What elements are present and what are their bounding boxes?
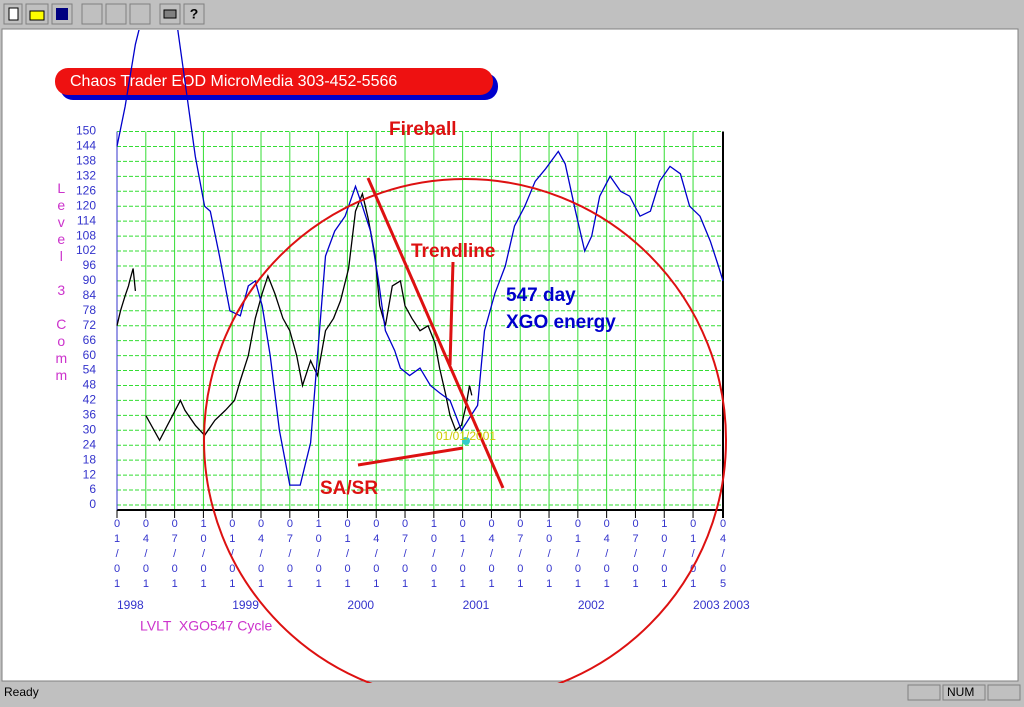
num-indicator: NUM <box>947 685 974 699</box>
chart-area <box>1 28 1019 682</box>
status-text: Ready <box>4 685 39 699</box>
x-tick-label: 04/01 <box>601 518 613 593</box>
x-tick-label: 04/01 <box>255 518 267 593</box>
series-line <box>145 191 473 442</box>
y-tick-label: 108 <box>76 228 96 242</box>
cut-button[interactable] <box>81 3 103 25</box>
y-tick-label: 114 <box>77 213 96 227</box>
year-label: 2003 <box>723 598 750 612</box>
y-tick-label: 36 <box>83 408 97 422</box>
banner-text: Chaos Trader EOD MicroMedia 303-452-5566 <box>70 73 397 90</box>
x-tick-label: 01/01 <box>342 518 354 593</box>
pivot-dot <box>462 437 470 445</box>
y-tick-label: 18 <box>83 452 97 466</box>
x-tick-label: 10/01 <box>543 518 555 593</box>
y-tick-label: 54 <box>83 363 97 377</box>
x-tick-label: 10/01 <box>198 518 210 593</box>
y-tick-label: 42 <box>83 393 97 407</box>
y-tick-label: 90 <box>83 273 97 287</box>
caption: LVLT XGO547 Cycle <box>140 618 272 634</box>
trend-line <box>366 177 505 489</box>
status-panel <box>907 684 941 701</box>
year-label: 1998 <box>117 598 144 612</box>
status-bar: Ready NUM <box>0 683 1024 702</box>
y-tick-label: 96 <box>83 258 97 272</box>
print-icon <box>163 9 177 19</box>
status-panel <box>942 684 986 701</box>
x-tick-label: 01/01 <box>687 518 699 593</box>
x-tick-label: 07/01 <box>169 518 181 593</box>
y-tick-label: 120 <box>76 198 96 212</box>
y-tick-label: 150 <box>76 124 96 138</box>
x-tick-label: 04/01 <box>140 518 152 593</box>
year-label: 2003 <box>693 598 720 612</box>
y-tick-label: 12 <box>83 467 97 481</box>
y-tick-label: 66 <box>83 333 97 347</box>
x-tick-label: 01/01 <box>111 518 123 593</box>
x-tick-label: 10/01 <box>428 518 440 593</box>
help-icon: ? <box>190 6 199 22</box>
y-tick-label: 132 <box>76 168 96 182</box>
status-panel <box>987 684 1021 701</box>
paste-button[interactable] <box>129 3 151 25</box>
copy-button[interactable] <box>105 3 127 25</box>
x-tick-label: 10/01 <box>313 518 325 593</box>
toolbar: ? <box>3 3 205 25</box>
year-label: 2000 <box>347 598 374 612</box>
save-icon <box>56 8 68 20</box>
year-label: 2002 <box>578 598 605 612</box>
x-tick-label: 04/05 <box>717 518 729 593</box>
banner: Chaos Trader EOD MicroMedia 303-452-5566 <box>55 68 498 100</box>
x-tick-label: 10/01 <box>658 518 670 593</box>
banner-pill <box>55 68 493 95</box>
status-bg <box>0 683 1024 702</box>
x-tick-label: 07/01 <box>630 518 642 593</box>
y-tick-label: 144 <box>76 139 96 153</box>
x-tick-label: 07/01 <box>399 518 411 593</box>
series-line <box>116 268 137 326</box>
date-label: 01/01/2001 <box>436 429 496 443</box>
year-label: 1999 <box>232 598 259 612</box>
open-icon <box>29 10 45 21</box>
help-button[interactable] <box>183 3 205 25</box>
y-tick-label: 126 <box>76 183 96 197</box>
energy-label: 547 day <box>506 285 576 306</box>
trendline-label: Trendline <box>411 241 495 262</box>
fireball-label: Fireball <box>389 119 457 140</box>
y-tick-label: 60 <box>83 348 97 362</box>
x-tick-label: 04/01 <box>370 518 382 593</box>
y-tick-label: 6 <box>89 482 96 496</box>
annotations: Fireball Trendline 547 day XGO energy SA… <box>53 119 727 702</box>
x-tick-label: 04/01 <box>486 518 498 593</box>
new-icon <box>8 7 19 21</box>
year-label: 2001 <box>463 598 490 612</box>
plot: 0612182430364248546066727884909610210811… <box>76 30 750 612</box>
sasr-label: SA/SR <box>320 478 378 499</box>
y-axis-label: Level 3 Comm <box>53 180 69 384</box>
y-tick-label: 138 <box>76 154 96 168</box>
y-tick-label: 78 <box>83 303 97 317</box>
x-tick-label: 01/01 <box>226 518 238 593</box>
y-tick-label: 72 <box>83 318 97 332</box>
y-tick-label: 0 <box>89 497 96 511</box>
x-tick-label: 01/01 <box>457 518 469 593</box>
y-tick-label: 84 <box>83 288 97 302</box>
sasr-line <box>357 446 464 467</box>
x-tick-label: 07/01 <box>514 518 526 593</box>
x-tick-label: 01/01 <box>572 518 584 593</box>
energy-label: XGO energy <box>506 312 616 333</box>
y-tick-label: 102 <box>76 243 96 257</box>
y-tick-label: 48 <box>83 378 97 392</box>
y-tick-label: 24 <box>83 437 97 451</box>
trend-pointer <box>448 261 455 366</box>
x-tick-label: 07/01 <box>284 518 296 593</box>
y-tick-label: 30 <box>83 422 97 436</box>
